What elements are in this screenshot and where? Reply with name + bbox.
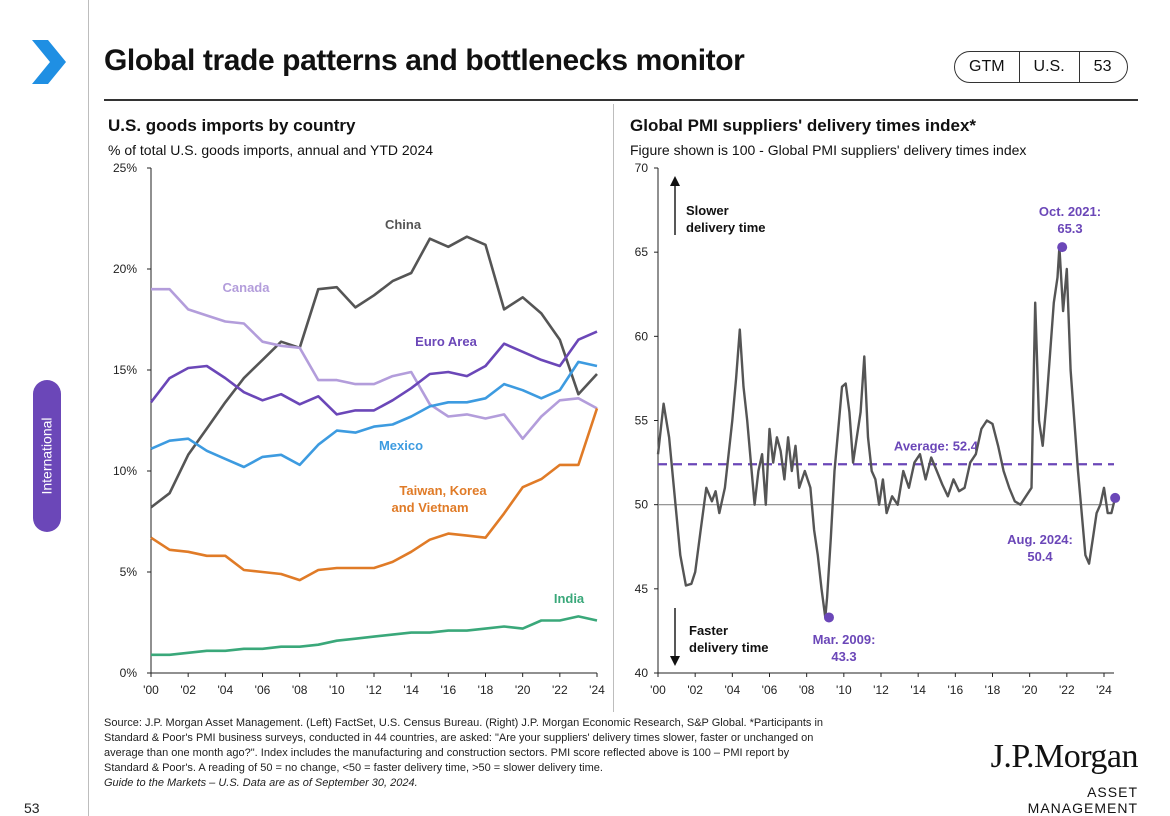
source-line: Source: J.P. Morgan Asset Management. (L… bbox=[104, 717, 824, 729]
series-line-india bbox=[151, 615, 598, 657]
source-line: average than one month ago?". Index incl… bbox=[104, 747, 790, 759]
chart-divider bbox=[613, 104, 614, 712]
y-tick-label: 10% bbox=[113, 464, 137, 478]
x-tick-label: '02 bbox=[687, 683, 703, 697]
series-line-pmi bbox=[656, 245, 1117, 619]
series-label-india: India bbox=[554, 591, 585, 606]
y-tick-label: 45 bbox=[635, 582, 649, 596]
series-label-china: China bbox=[385, 217, 422, 232]
faster-delivery-label: Faster bbox=[689, 623, 728, 638]
right-chart-subtitle: Figure shown is 100 - Global PMI supplie… bbox=[630, 142, 1027, 158]
slower-delivery-label: Slower bbox=[686, 203, 729, 218]
annotation-label: Aug. 2024: bbox=[1007, 532, 1073, 547]
x-tick-label: '00 bbox=[650, 683, 666, 697]
x-tick-label: '08 bbox=[799, 683, 815, 697]
series-line-taiwan-korea-vietnam bbox=[150, 407, 599, 582]
source-line: Standard & Poor's. A reading of 50 = no … bbox=[104, 762, 603, 774]
x-tick-label: '22 bbox=[552, 683, 568, 697]
source-footnote: Source: J.P. Morgan Asset Management. (L… bbox=[104, 716, 966, 791]
annotation-label: 65.3 bbox=[1057, 221, 1082, 236]
average-label: Average: 52.4 bbox=[894, 438, 979, 453]
page-number: 53 bbox=[24, 800, 40, 816]
x-tick-label: '18 bbox=[478, 683, 494, 697]
x-tick-label: '24 bbox=[1096, 683, 1112, 697]
slower-delivery-label: delivery time bbox=[686, 220, 766, 235]
y-tick-label: 15% bbox=[113, 363, 137, 377]
x-tick-label: '02 bbox=[180, 683, 196, 697]
badge-region: U.S. bbox=[1020, 52, 1080, 82]
annotation-marker bbox=[1110, 492, 1121, 503]
series-label-taiwan-korea-vietnam: and Vietnam bbox=[391, 500, 468, 515]
y-tick-label: 0% bbox=[120, 666, 138, 680]
x-tick-label: '00 bbox=[143, 683, 159, 697]
section-tab-international[interactable]: International bbox=[33, 380, 61, 532]
x-tick-label: '14 bbox=[910, 683, 926, 697]
x-tick-label: '20 bbox=[1022, 683, 1038, 697]
header-divider bbox=[104, 99, 1138, 101]
x-tick-label: '18 bbox=[985, 683, 1001, 697]
x-tick-label: '12 bbox=[873, 683, 889, 697]
slower-arrow-icon bbox=[670, 176, 680, 186]
x-tick-label: '16 bbox=[441, 683, 457, 697]
chevron-right-icon bbox=[32, 40, 66, 84]
x-tick-label: '10 bbox=[329, 683, 345, 697]
x-tick-label: '10 bbox=[836, 683, 852, 697]
y-tick-label: 40 bbox=[635, 666, 649, 680]
x-tick-label: '06 bbox=[762, 683, 778, 697]
annotation-label: Mar. 2009: bbox=[813, 632, 876, 647]
y-tick-label: 5% bbox=[120, 565, 138, 579]
annotation-label: 43.3 bbox=[831, 649, 856, 664]
x-tick-label: '24 bbox=[589, 683, 605, 697]
x-tick-label: '08 bbox=[292, 683, 308, 697]
annotation-marker bbox=[1057, 242, 1068, 253]
faster-arrow-icon bbox=[670, 656, 680, 666]
x-tick-label: '14 bbox=[403, 683, 419, 697]
left-margin-rule bbox=[88, 0, 89, 816]
source-line: Standard & Poor's PMI business surveys, … bbox=[104, 732, 814, 744]
series-line-canada bbox=[151, 287, 598, 440]
x-tick-label: '04 bbox=[218, 683, 234, 697]
series-line-euro-area bbox=[149, 330, 598, 416]
pmi-delivery-times-chart: 40 45 50 55 60 65 70 '00 '02 '04 '06 '08 '10 '12 '14 '1… bbox=[635, 161, 1121, 697]
y-tick-label: 55 bbox=[635, 414, 649, 428]
x-tick-label: '22 bbox=[1059, 683, 1075, 697]
series-label-taiwan-korea-vietnam: Taiwan, Korea bbox=[399, 483, 487, 498]
left-chart-title: U.S. goods imports by country bbox=[108, 116, 356, 135]
annotation-marker bbox=[823, 612, 834, 623]
y-tick-label: 25% bbox=[113, 161, 137, 175]
y-tick-label: 65 bbox=[635, 245, 649, 259]
us-goods-imports-chart: 0% 5% 10% 15% 20% 25% '00 '02 '04 '06 '08 '10 '12 '14… bbox=[113, 161, 605, 697]
guide-note: Guide to the Markets – U.S. Data are as … bbox=[104, 777, 418, 789]
page-title: Global trade patterns and bottlenecks mo… bbox=[104, 44, 745, 77]
x-tick-label: '12 bbox=[366, 683, 382, 697]
logo-wordmark: J.P.Morgan bbox=[990, 738, 1139, 775]
series-label-mexico: Mexico bbox=[379, 438, 423, 453]
series-line-china bbox=[150, 235, 598, 509]
y-tick-label: 20% bbox=[113, 262, 137, 276]
annotation-label: 50.4 bbox=[1027, 549, 1053, 564]
right-chart-title: Global PMI suppliers' delivery times ind… bbox=[630, 116, 977, 135]
badge-gtm: GTM bbox=[955, 52, 1020, 82]
page-badge: GTM U.S. 53 bbox=[954, 51, 1129, 83]
jpmorgan-logo: J.P.Morgan ASSET MANAGEMENT bbox=[978, 738, 1139, 816]
series-line-mexico bbox=[150, 360, 598, 469]
series-label-canada: Canada bbox=[223, 280, 271, 295]
x-tick-label: '16 bbox=[948, 683, 964, 697]
y-tick-label: 60 bbox=[635, 329, 649, 343]
x-tick-label: '04 bbox=[725, 683, 741, 697]
logo-subtitle: ASSET MANAGEMENT bbox=[1027, 784, 1138, 816]
annotation-label: Oct. 2021: bbox=[1039, 204, 1101, 219]
x-tick-label: '20 bbox=[515, 683, 531, 697]
y-tick-label: 50 bbox=[635, 498, 649, 512]
series-label-euro-area: Euro Area bbox=[415, 334, 477, 349]
x-tick-label: '06 bbox=[255, 683, 271, 697]
faster-delivery-label: delivery time bbox=[689, 640, 769, 655]
y-tick-label: 70 bbox=[635, 161, 649, 175]
left-chart-subtitle: % of total U.S. goods imports, annual an… bbox=[108, 142, 434, 158]
badge-page: 53 bbox=[1093, 58, 1112, 75]
